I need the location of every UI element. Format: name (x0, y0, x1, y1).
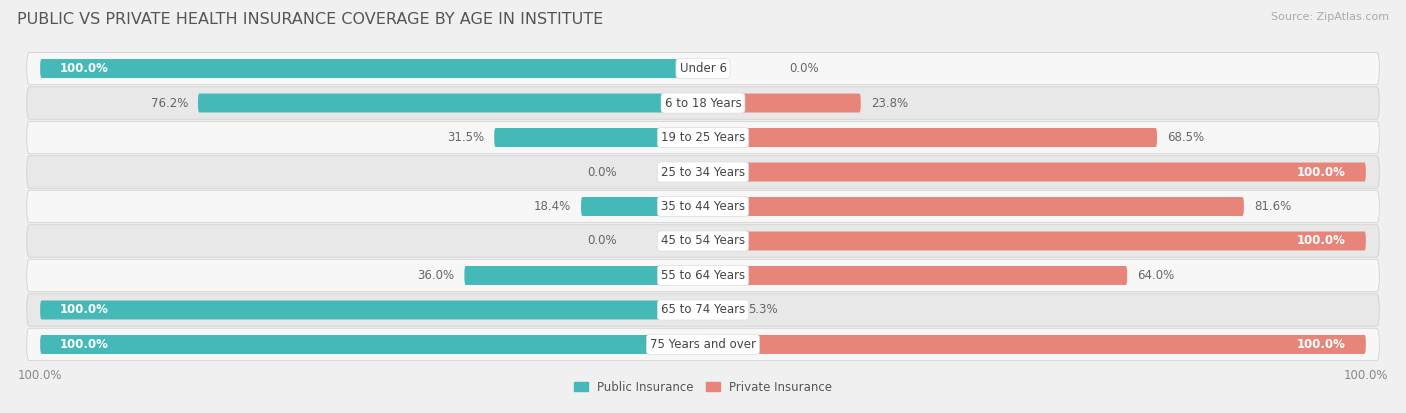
FancyBboxPatch shape (703, 93, 860, 112)
FancyBboxPatch shape (703, 266, 1128, 285)
FancyBboxPatch shape (27, 225, 1379, 257)
Text: 36.0%: 36.0% (418, 269, 454, 282)
Text: 23.8%: 23.8% (870, 97, 908, 109)
Text: 25 to 34 Years: 25 to 34 Years (661, 166, 745, 178)
Text: 6 to 18 Years: 6 to 18 Years (665, 97, 741, 109)
Text: 65 to 74 Years: 65 to 74 Years (661, 304, 745, 316)
Text: 18.4%: 18.4% (534, 200, 571, 213)
FancyBboxPatch shape (464, 266, 703, 285)
Text: 100.0%: 100.0% (60, 304, 108, 316)
FancyBboxPatch shape (703, 301, 738, 320)
FancyBboxPatch shape (703, 163, 1365, 181)
FancyBboxPatch shape (27, 156, 1379, 188)
Text: 19 to 25 Years: 19 to 25 Years (661, 131, 745, 144)
Text: 35 to 44 Years: 35 to 44 Years (661, 200, 745, 213)
Text: 75 Years and over: 75 Years and over (650, 338, 756, 351)
FancyBboxPatch shape (27, 121, 1379, 154)
Text: Source: ZipAtlas.com: Source: ZipAtlas.com (1271, 12, 1389, 22)
Text: 68.5%: 68.5% (1167, 131, 1204, 144)
FancyBboxPatch shape (41, 301, 703, 320)
FancyBboxPatch shape (198, 93, 703, 112)
FancyBboxPatch shape (495, 128, 703, 147)
Text: 64.0%: 64.0% (1137, 269, 1174, 282)
FancyBboxPatch shape (27, 259, 1379, 292)
FancyBboxPatch shape (41, 59, 703, 78)
FancyBboxPatch shape (41, 335, 703, 354)
FancyBboxPatch shape (703, 197, 1244, 216)
Legend: Public Insurance, Private Insurance: Public Insurance, Private Insurance (569, 376, 837, 399)
FancyBboxPatch shape (27, 294, 1379, 326)
FancyBboxPatch shape (27, 87, 1379, 119)
Text: 0.0%: 0.0% (588, 235, 617, 247)
Text: 31.5%: 31.5% (447, 131, 484, 144)
FancyBboxPatch shape (27, 52, 1379, 85)
FancyBboxPatch shape (27, 190, 1379, 223)
Text: Under 6: Under 6 (679, 62, 727, 75)
Text: 100.0%: 100.0% (60, 338, 108, 351)
FancyBboxPatch shape (703, 232, 1365, 250)
Text: 100.0%: 100.0% (60, 62, 108, 75)
Text: 0.0%: 0.0% (789, 62, 818, 75)
Text: 81.6%: 81.6% (1254, 200, 1291, 213)
Text: PUBLIC VS PRIVATE HEALTH INSURANCE COVERAGE BY AGE IN INSTITUTE: PUBLIC VS PRIVATE HEALTH INSURANCE COVER… (17, 12, 603, 27)
Text: 5.3%: 5.3% (748, 304, 778, 316)
Text: 100.0%: 100.0% (1298, 338, 1346, 351)
Text: 100.0%: 100.0% (1298, 235, 1346, 247)
Text: 45 to 54 Years: 45 to 54 Years (661, 235, 745, 247)
Text: 100.0%: 100.0% (1298, 166, 1346, 178)
FancyBboxPatch shape (703, 128, 1157, 147)
Text: 76.2%: 76.2% (150, 97, 188, 109)
FancyBboxPatch shape (581, 197, 703, 216)
FancyBboxPatch shape (27, 328, 1379, 361)
Text: 55 to 64 Years: 55 to 64 Years (661, 269, 745, 282)
Text: 0.0%: 0.0% (588, 166, 617, 178)
FancyBboxPatch shape (703, 335, 1365, 354)
